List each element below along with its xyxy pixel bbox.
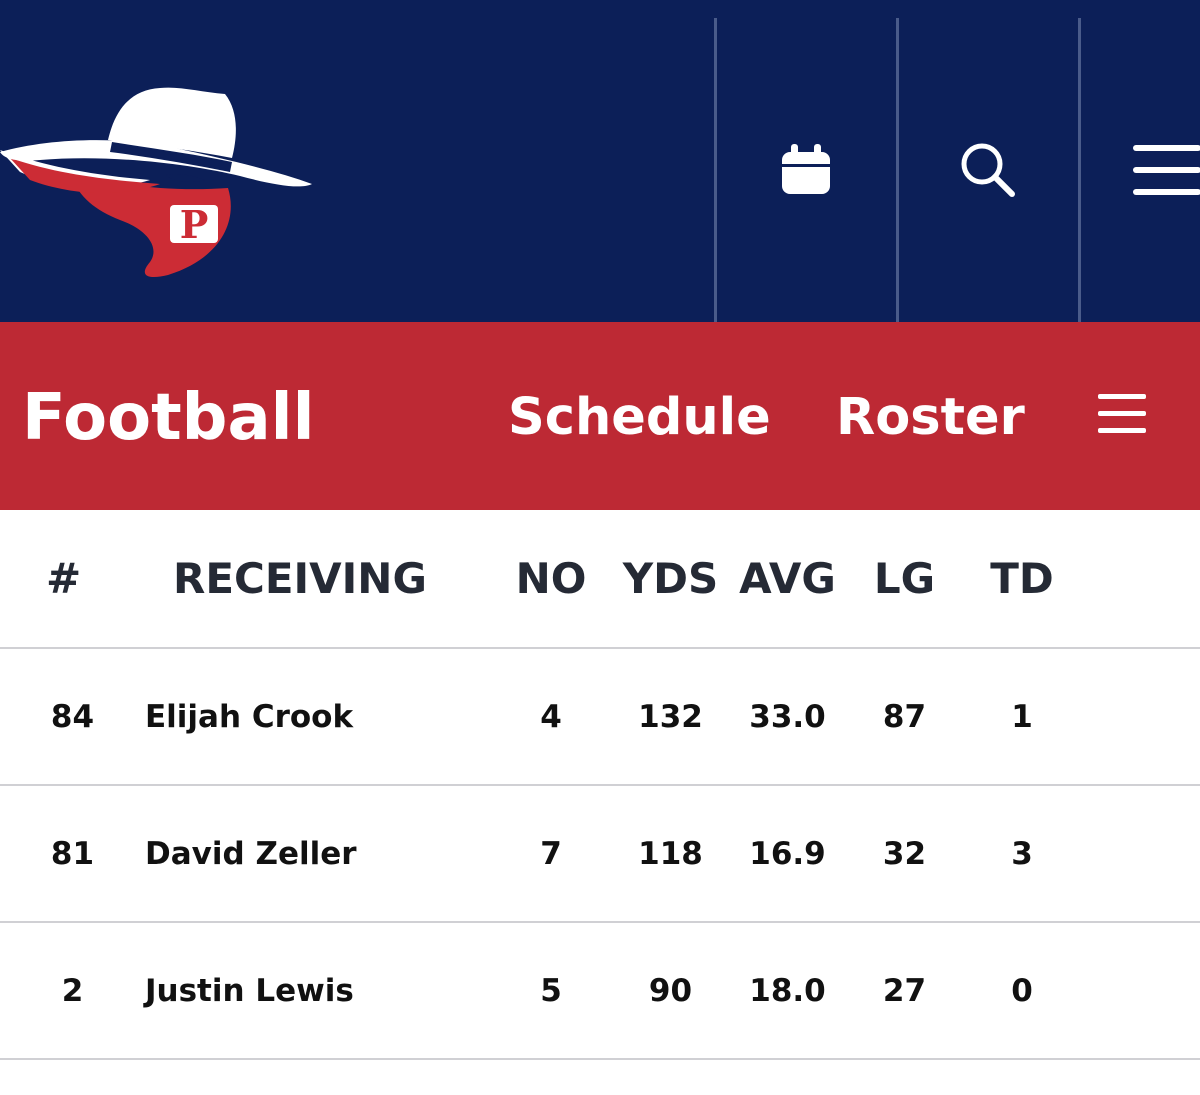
column-header: AVG bbox=[729, 510, 846, 649]
search-button[interactable] bbox=[899, 20, 1077, 320]
sport-menu-button[interactable] bbox=[1098, 394, 1146, 438]
row-spacer bbox=[1081, 922, 1200, 1060]
player-number: 81 bbox=[0, 785, 145, 923]
player-name[interactable]: David Zeller bbox=[145, 785, 490, 923]
yards: 132 bbox=[612, 648, 729, 786]
team-logo[interactable]: P bbox=[0, 80, 320, 280]
touchdowns: 3 bbox=[963, 785, 1081, 923]
long: 27 bbox=[846, 922, 963, 1060]
table-header-row: # RECEIVING NO YDS AVG LG TD bbox=[0, 510, 1200, 649]
roster-link[interactable]: Roster bbox=[836, 388, 1025, 447]
touchdowns: 1 bbox=[963, 648, 1081, 786]
top-header: P bbox=[0, 0, 1200, 322]
yards: 118 bbox=[612, 785, 729, 923]
calendar-icon bbox=[782, 144, 830, 194]
long: 87 bbox=[846, 648, 963, 786]
svg-text:P: P bbox=[180, 202, 209, 247]
sport-title: Football bbox=[22, 381, 315, 455]
column-header: NO bbox=[490, 510, 612, 649]
column-header: LG bbox=[846, 510, 963, 649]
menu-icon bbox=[1098, 394, 1146, 433]
average: 18.0 bbox=[729, 922, 846, 1060]
column-header: TD bbox=[963, 510, 1081, 649]
column-header: # bbox=[0, 510, 145, 649]
touchdowns: 0 bbox=[963, 922, 1081, 1060]
receiving-stats-table: # RECEIVING NO YDS AVG LG TD 84 Elijah C… bbox=[0, 510, 1200, 1060]
yards: 90 bbox=[612, 922, 729, 1060]
receptions: 5 bbox=[490, 922, 612, 1060]
search-icon bbox=[961, 143, 1015, 197]
calendar-button[interactable] bbox=[717, 20, 895, 320]
sport-nav-bar: Football Schedule Roster bbox=[0, 322, 1200, 510]
receptions: 4 bbox=[490, 648, 612, 786]
row-spacer bbox=[1081, 785, 1200, 923]
table-row: 81 David Zeller 7 118 16.9 32 3 bbox=[0, 785, 1200, 923]
player-name[interactable]: Elijah Crook bbox=[145, 648, 490, 786]
menu-icon bbox=[1133, 145, 1200, 195]
header-divider bbox=[896, 18, 899, 322]
header-divider bbox=[1078, 18, 1081, 322]
player-number: 84 bbox=[0, 648, 145, 786]
player-number: 2 bbox=[0, 922, 145, 1060]
table-row: 84 Elijah Crook 4 132 33.0 87 1 bbox=[0, 648, 1200, 786]
column-header: RECEIVING bbox=[145, 510, 490, 649]
column-header: YDS bbox=[612, 510, 729, 649]
table-row: 2 Justin Lewis 5 90 18.0 27 0 bbox=[0, 922, 1200, 1060]
average: 33.0 bbox=[729, 648, 846, 786]
average: 16.9 bbox=[729, 785, 846, 923]
column-header-spacer bbox=[1081, 510, 1200, 649]
main-menu-button[interactable] bbox=[1081, 20, 1200, 320]
receptions: 7 bbox=[490, 785, 612, 923]
header-divider bbox=[714, 18, 717, 322]
long: 32 bbox=[846, 785, 963, 923]
schedule-link[interactable]: Schedule bbox=[508, 388, 771, 447]
row-spacer bbox=[1081, 648, 1200, 786]
player-name[interactable]: Justin Lewis bbox=[145, 922, 490, 1060]
